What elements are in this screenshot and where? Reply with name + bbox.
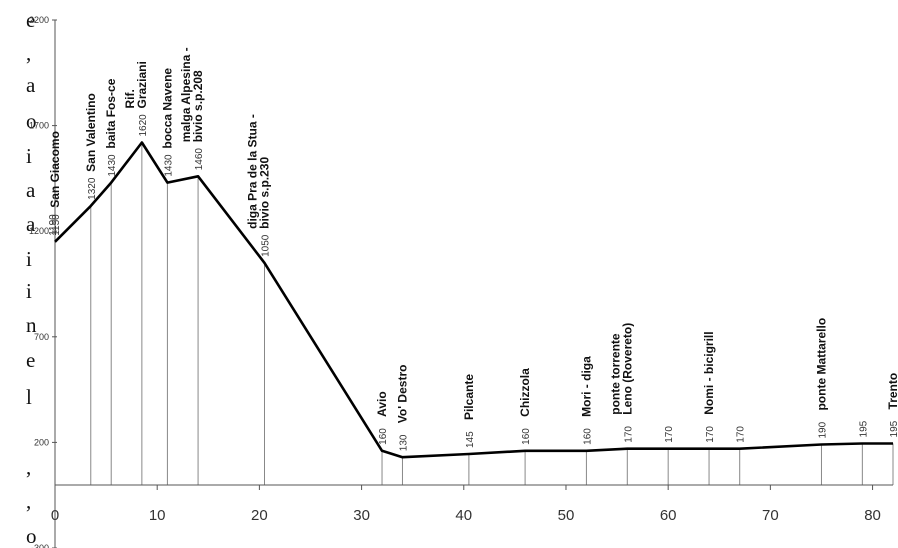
elevation-label: 1460	[194, 148, 205, 171]
margin-text-fragment: o	[26, 524, 37, 548]
margin-text-fragment: o	[26, 109, 37, 133]
series-line	[54, 141, 893, 459]
place-label: San Giacomo	[48, 131, 62, 208]
margin-text-fragment: a	[26, 178, 36, 202]
axes: 2200 1700 1200 700 200 -300 0 10 20 30 40 50 60 70 80	[29, 15, 893, 548]
elevation-label: 1620	[138, 114, 149, 137]
place-label: baita Fos-ce	[104, 78, 118, 148]
elevation-label: 160	[378, 428, 389, 445]
y-tick-label: -300	[31, 543, 49, 548]
elevation-label: 170	[664, 426, 675, 443]
margin-text-fragment: i	[26, 247, 32, 271]
place-label: Avio	[375, 391, 389, 417]
place-label: Rif.	[123, 89, 137, 108]
margin-text-fragment: i	[26, 144, 32, 168]
elevation-label: 170	[705, 426, 716, 443]
margin-text-fragment: ,	[26, 489, 31, 513]
elevation-label: 1430	[107, 154, 118, 177]
elevation-label: 1320	[87, 177, 98, 200]
place-label: bivio s.p.208	[191, 70, 205, 142]
x-tick-label: 50	[558, 507, 575, 524]
y-tick-label: 2200	[29, 15, 49, 25]
place-label: Chizzola	[518, 368, 532, 417]
margin-text-fragment: a	[26, 212, 36, 236]
y-tick-label: 200	[34, 437, 49, 447]
elevation-label: 160	[582, 428, 593, 445]
place-label: Pilcante	[462, 374, 476, 420]
elevation-label: 170	[736, 426, 747, 443]
place-label: Trento	[886, 373, 898, 410]
y-tick-label: 1200	[29, 226, 49, 236]
elevation-label: 170	[623, 426, 634, 443]
x-tick-label: 60	[660, 507, 677, 524]
margin-text-fragment: e	[26, 8, 35, 32]
series-line-group	[54, 141, 893, 459]
x-tick-label: 20	[251, 507, 268, 524]
place-label: ponte torrente	[608, 333, 622, 415]
elevation-label: 195	[858, 420, 869, 437]
elevation-label: 1050	[261, 234, 272, 257]
elevation-label: 145	[465, 431, 476, 448]
elevation-label: 130	[398, 434, 409, 451]
place-label: malga Alpesina -	[179, 47, 193, 142]
x-tick-label: 80	[864, 507, 881, 524]
place-label: bocca Navene	[160, 68, 174, 149]
elevation-label: 195	[889, 420, 898, 437]
margin-text-fragment: ,	[26, 455, 31, 479]
x-tick-label: 70	[762, 507, 779, 524]
x-tick-label: 0	[51, 507, 59, 524]
x-tick-label: 40	[455, 507, 472, 524]
margin-text-fragment: n	[26, 313, 37, 337]
place-label: Nomi - bicigrill	[702, 331, 716, 414]
elevation-label: 1190	[48, 214, 59, 236]
x-tick-label: 10	[149, 507, 166, 524]
place-label: San Valentino	[84, 93, 98, 172]
elevation-label: 1150	[51, 214, 62, 236]
y-tick-label: 700	[34, 332, 49, 342]
place-label: Mori - diga	[579, 356, 593, 417]
elevation-label: 160	[521, 428, 532, 445]
place-label: Leno (Rovereto)	[620, 323, 634, 415]
place-label: ponte Mattarello	[814, 318, 828, 411]
margin-text-fragment: i	[26, 279, 32, 303]
margin-text-fragment: e	[26, 348, 35, 372]
place-label: Graziani	[135, 61, 149, 108]
place-label: diga Pra de la Stua -	[246, 114, 260, 229]
place-label: Vo' Destro	[395, 365, 409, 424]
x-tick-label: 30	[353, 507, 370, 524]
margin-text-fragment: l	[26, 385, 32, 409]
margin-text-fragment: a	[26, 73, 36, 97]
place-label: bivio s.p.230	[258, 157, 272, 229]
y-tick-label: 1700	[29, 121, 49, 131]
elevation-label: 190	[817, 421, 828, 438]
margin-text-fragment: ,	[26, 41, 31, 65]
elevation-label: 1430	[163, 154, 174, 177]
